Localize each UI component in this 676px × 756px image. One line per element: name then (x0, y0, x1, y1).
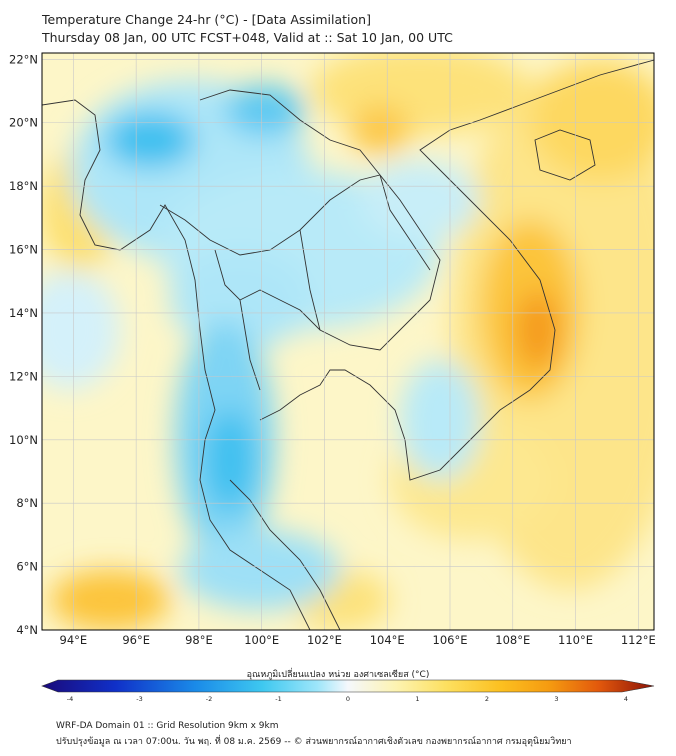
lat-tick-label: 6°N (16, 560, 38, 574)
colorbar-tick-label: 2 (485, 695, 489, 703)
map-title: Temperature Change 24-hr (°C) - [Data As… (42, 12, 371, 27)
coastlines (42, 59, 654, 630)
colorbar-ticks: -4 -3 -2 -1 0 1 2 3 4 (67, 695, 628, 703)
colorbar: -4 -3 -2 -1 0 1 2 3 4 (41, 679, 655, 703)
lat-tick-label: 22°N (9, 52, 38, 66)
colorbar-gradient (41, 679, 655, 693)
longitude-labels: 94°E 96°E 98°E 100°E 102°E 104°E 106°E 108°E 110… (60, 633, 656, 647)
footer-credit: ปรับปรุงข้อมูล ณ เวลา 07:00น. วัน พฤ. ที… (56, 737, 572, 747)
lat-tick-label: 18°N (9, 179, 38, 193)
map-subtitle: Thursday 08 Jan, 00 UTC FCST+048, Valid … (42, 30, 453, 45)
lat-tick-label: 16°N (9, 243, 38, 257)
lon-tick-label: 100°E (244, 633, 279, 647)
colorbar-tick-label: 4 (624, 695, 628, 703)
colorbar-tick-label: -3 (136, 695, 142, 703)
colorbar-tick-label: 3 (554, 695, 558, 703)
lon-tick-label: 98°E (185, 633, 213, 647)
lon-tick-label: 104°E (370, 633, 405, 647)
lon-tick-label: 96°E (122, 633, 150, 647)
lat-tick-label: 8°N (16, 496, 38, 510)
lon-tick-label: 94°E (60, 633, 88, 647)
colorbar-tick-label: -4 (67, 695, 73, 703)
lat-tick-label: 20°N (9, 116, 38, 130)
colorbar-tick-label: -2 (206, 695, 212, 703)
lon-tick-label: 102°E (307, 633, 342, 647)
lon-tick-label: 108°E (495, 633, 530, 647)
lon-tick-label: 112°E (621, 633, 656, 647)
temperature-field (42, 53, 654, 630)
colorbar-tick-label: -1 (275, 695, 281, 703)
lat-tick-label: 14°N (9, 306, 38, 320)
lat-tick-label: 4°N (16, 623, 38, 637)
lat-tick-label: 10°N (9, 433, 38, 447)
colorbar-tick-label: 0 (346, 695, 350, 703)
latitude-labels: 22°N 20°N 18°N 16°N 14°N 12°N 10°N 8°N 6°N 4°N (9, 52, 38, 637)
colorbar-title: อุณหภูมิเปลี่ยนแปลง หน่วย องศาเซลเซียส (… (246, 670, 430, 680)
colorbar-tick-label: 1 (415, 695, 419, 703)
lon-tick-label: 106°E (433, 633, 468, 647)
lat-tick-label: 12°N (9, 369, 38, 383)
lon-tick-label: 110°E (558, 633, 593, 647)
map-frame (41, 52, 655, 631)
footer-model-info: WRF-DA Domain 01 :: Grid Resolution 9km … (56, 721, 279, 731)
